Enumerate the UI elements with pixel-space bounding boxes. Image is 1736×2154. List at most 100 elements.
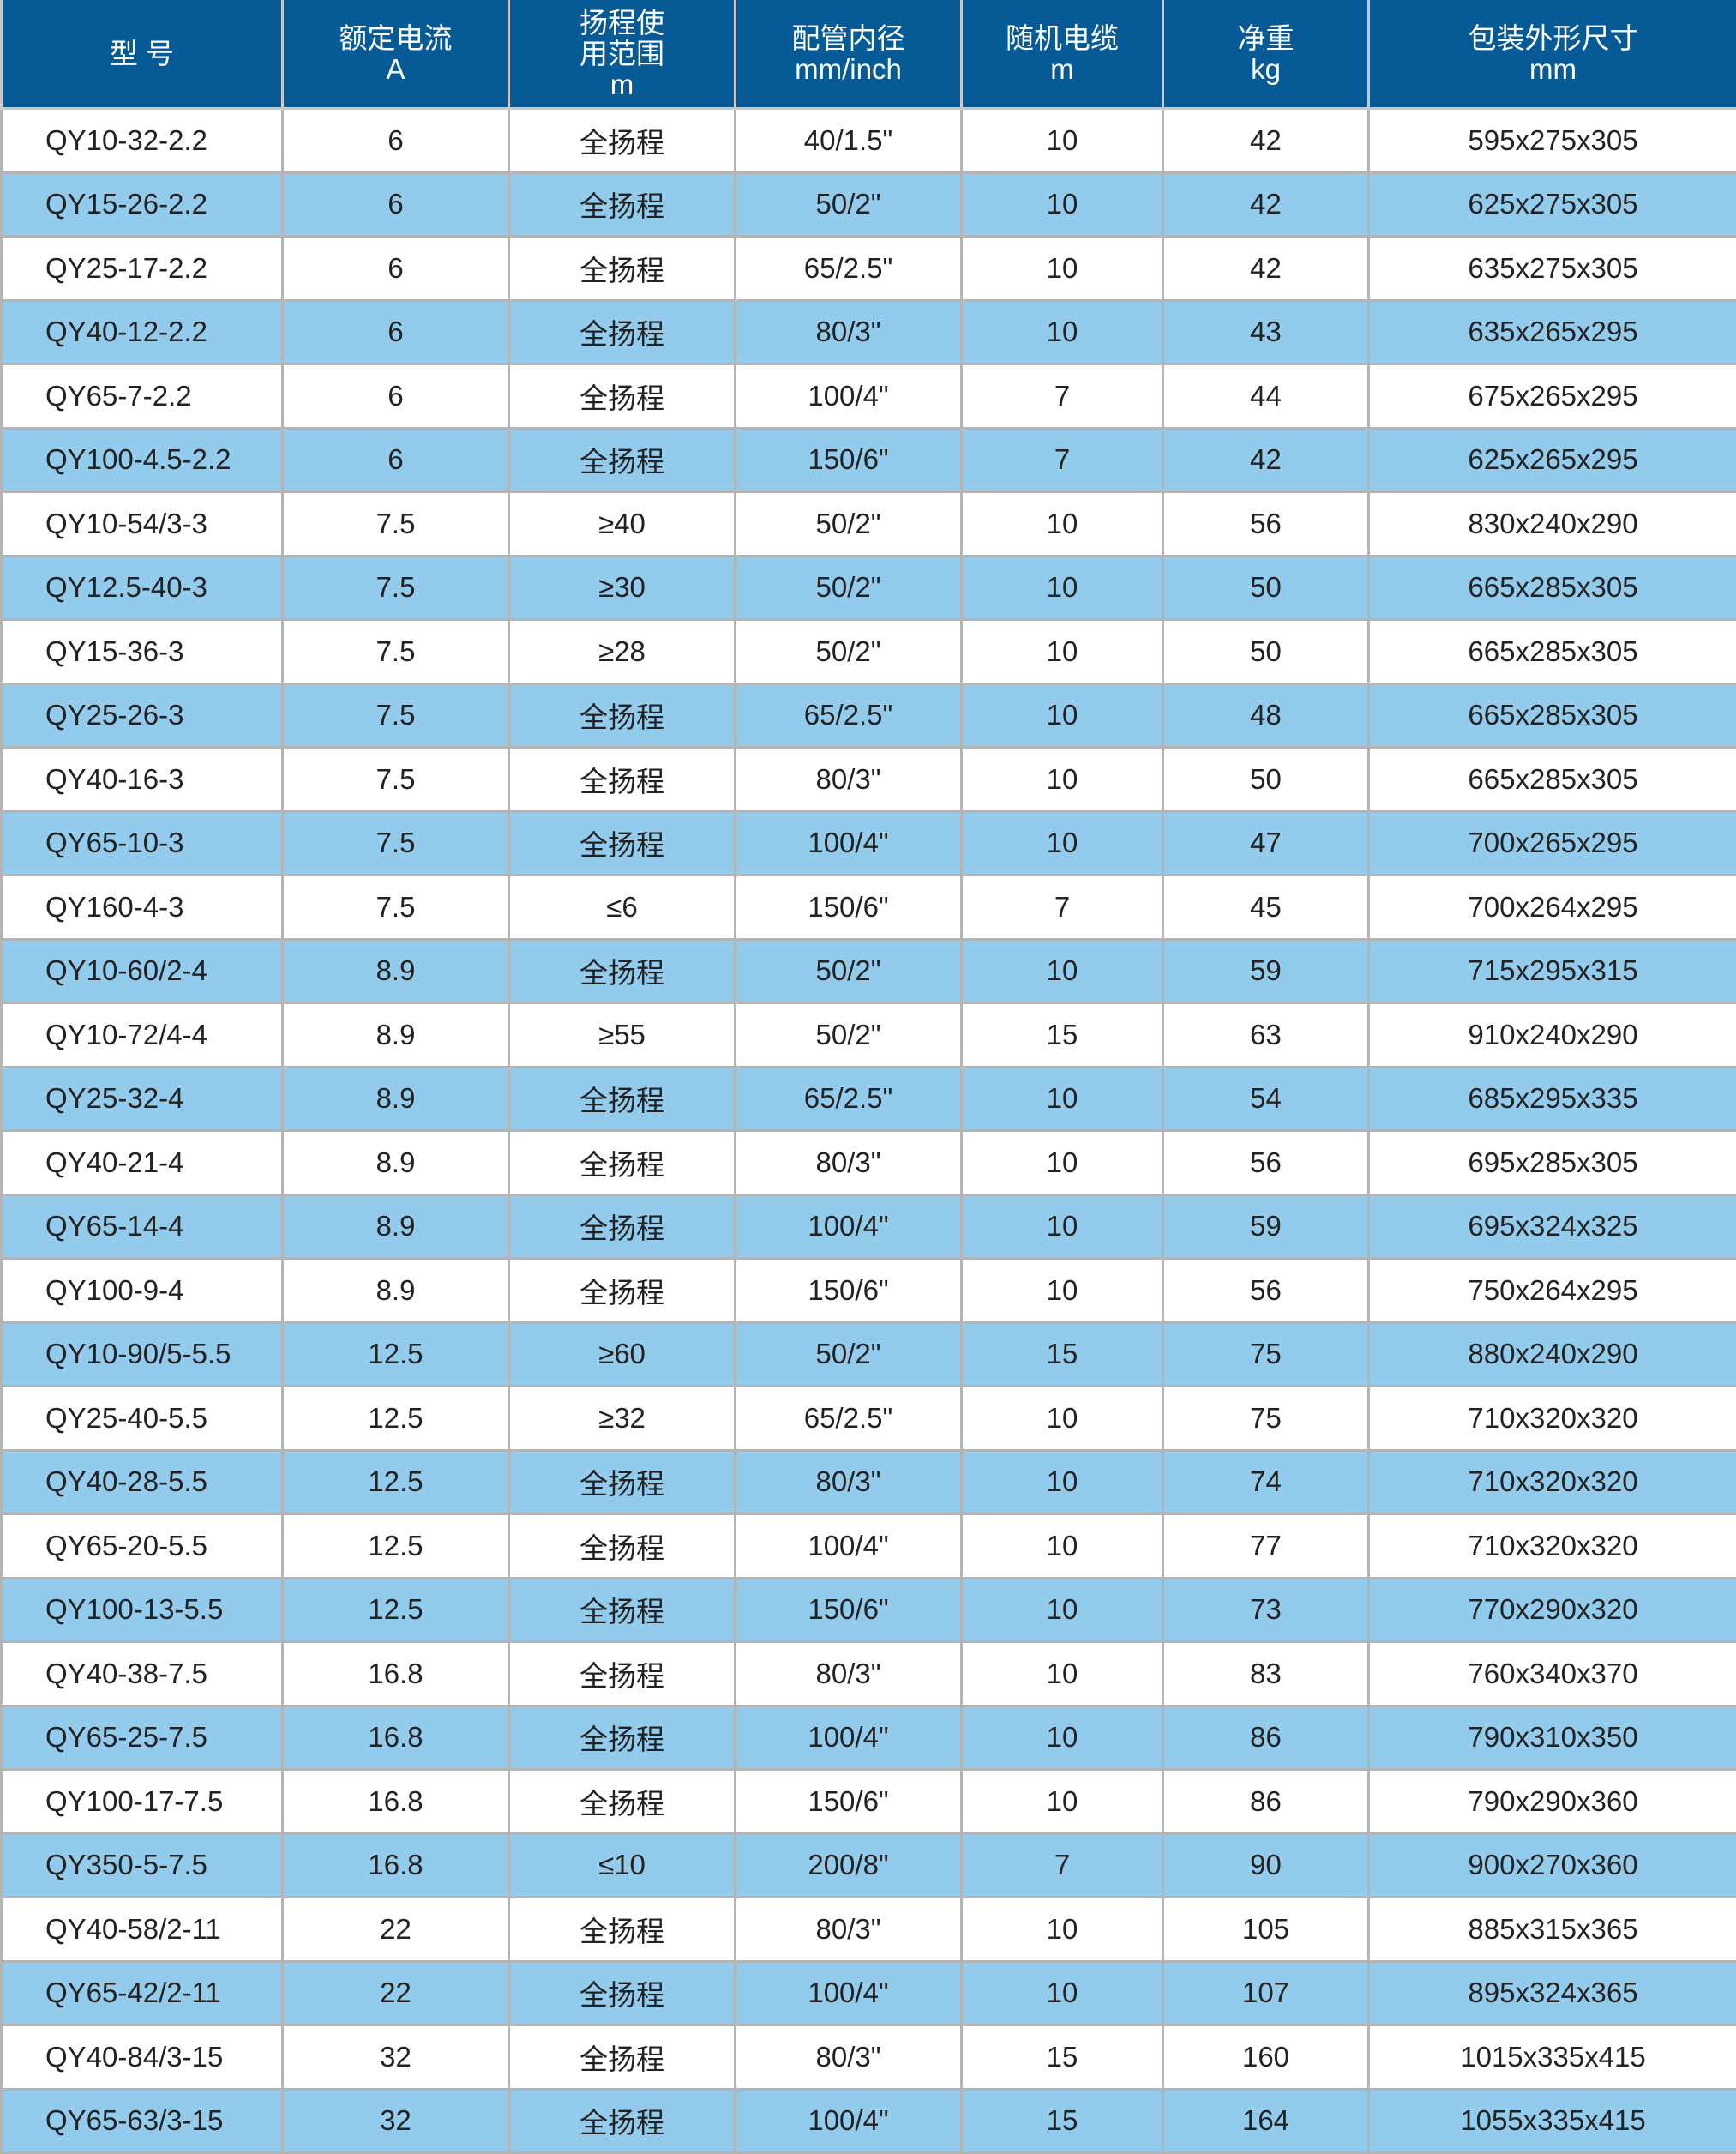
cell-package-size: 665x285x305 xyxy=(1369,683,1736,748)
header-text: kg xyxy=(1164,54,1367,85)
cell-cable-length: 7 xyxy=(962,364,1163,429)
cell-rated-current: 16.8 xyxy=(283,1770,509,1834)
cell-package-size: 700x264x295 xyxy=(1369,875,1736,940)
cell-cable-length: 10 xyxy=(962,300,1163,364)
cell-pipe-diameter: 65/2.5" xyxy=(736,683,962,748)
cell-rated-current: 7.5 xyxy=(283,875,509,940)
cell-pipe-diameter: 150/6" xyxy=(736,1770,962,1834)
cell-cable-length: 7 xyxy=(962,428,1163,492)
cell-cable-length: 10 xyxy=(962,109,1163,173)
cell-pipe-diameter: 100/4" xyxy=(736,1194,962,1259)
cell-head-range: ≤6 xyxy=(509,875,736,940)
cell-net-weight: 54 xyxy=(1163,1067,1369,1131)
cell-rated-current: 7.5 xyxy=(283,811,509,875)
cell-model: QY40-12-2.2 xyxy=(2,300,283,364)
header-text: 随机电缆 xyxy=(963,23,1162,54)
cell-package-size: 790x290x360 xyxy=(1369,1770,1736,1834)
cell-model: QY100-17-7.5 xyxy=(2,1770,283,1834)
cell-pipe-diameter: 80/3" xyxy=(736,2025,962,2090)
cell-model: QY40-58/2-11 xyxy=(2,1898,283,1962)
header-text: 净重 xyxy=(1164,23,1367,54)
cell-net-weight: 105 xyxy=(1163,1898,1369,1962)
cell-rated-current: 6 xyxy=(283,364,509,429)
cell-model: QY25-26-3 xyxy=(2,683,283,748)
header-text: 用范围 xyxy=(510,39,734,69)
cell-pipe-diameter: 80/3" xyxy=(736,1898,962,1962)
cell-pipe-diameter: 65/2.5" xyxy=(736,1387,962,1451)
header-text: mm xyxy=(1370,54,1736,85)
cell-net-weight: 56 xyxy=(1163,1131,1369,1195)
cell-rated-current: 12.5 xyxy=(283,1387,509,1451)
cell-net-weight: 77 xyxy=(1163,1514,1369,1579)
cell-head-range: ≥55 xyxy=(509,1003,736,1068)
cell-cable-length: 10 xyxy=(962,556,1163,620)
cell-package-size: 750x264x295 xyxy=(1369,1259,1736,1323)
cell-rated-current: 6 xyxy=(283,237,509,301)
cell-head-range: 全扬程 xyxy=(509,1961,736,2025)
cell-model: QY100-4.5-2.2 xyxy=(2,428,283,492)
cell-net-weight: 47 xyxy=(1163,811,1369,875)
cell-model: QY65-14-4 xyxy=(2,1194,283,1259)
cell-model: QY40-38-7.5 xyxy=(2,1642,283,1706)
cell-cable-length: 10 xyxy=(962,1770,1163,1834)
header-text: 型 号 xyxy=(3,39,281,69)
cell-rated-current: 8.9 xyxy=(283,1067,509,1131)
cell-package-size: 665x285x305 xyxy=(1369,748,1736,812)
cell-cable-length: 10 xyxy=(962,939,1163,1003)
cell-head-range: 全扬程 xyxy=(509,939,736,1003)
cell-model: QY10-72/4-4 xyxy=(2,1003,283,1068)
cell-head-range: 全扬程 xyxy=(509,1642,736,1706)
cell-pipe-diameter: 100/4" xyxy=(736,1961,962,2025)
cell-head-range: ≥60 xyxy=(509,1322,736,1387)
cell-net-weight: 42 xyxy=(1163,428,1369,492)
cell-net-weight: 42 xyxy=(1163,237,1369,301)
cell-net-weight: 74 xyxy=(1163,1450,1369,1514)
cell-model: QY12.5-40-3 xyxy=(2,556,283,620)
cell-pipe-diameter: 100/4" xyxy=(736,1706,962,1770)
cell-package-size: 710x320x320 xyxy=(1369,1450,1736,1514)
cell-head-range: 全扬程 xyxy=(509,1578,736,1642)
cell-head-range: 全扬程 xyxy=(509,1259,736,1323)
cell-package-size: 595x275x305 xyxy=(1369,109,1736,173)
cell-rated-current: 8.9 xyxy=(283,1194,509,1259)
cell-rated-current: 7.5 xyxy=(283,748,509,812)
cell-cable-length: 7 xyxy=(962,875,1163,940)
cell-net-weight: 86 xyxy=(1163,1770,1369,1834)
cell-cable-length: 15 xyxy=(962,2089,1163,2153)
cell-net-weight: 56 xyxy=(1163,1259,1369,1323)
cell-head-range: 全扬程 xyxy=(509,748,736,812)
cell-rated-current: 7.5 xyxy=(283,492,509,557)
cell-head-range: ≥30 xyxy=(509,556,736,620)
cell-pipe-diameter: 50/2" xyxy=(736,492,962,557)
cell-head-range: 全扬程 xyxy=(509,683,736,748)
cell-cable-length: 10 xyxy=(962,811,1163,875)
cell-cable-length: 15 xyxy=(962,1322,1163,1387)
cell-pipe-diameter: 150/6" xyxy=(736,1578,962,1642)
cell-package-size: 770x290x320 xyxy=(1369,1578,1736,1642)
cell-package-size: 635x275x305 xyxy=(1369,237,1736,301)
cell-net-weight: 56 xyxy=(1163,492,1369,557)
cell-rated-current: 6 xyxy=(283,300,509,364)
cell-rated-current: 6 xyxy=(283,172,509,237)
cell-cable-length: 10 xyxy=(962,1194,1163,1259)
cell-net-weight: 45 xyxy=(1163,875,1369,940)
cell-rated-current: 7.5 xyxy=(283,620,509,684)
cell-rated-current: 7.5 xyxy=(283,683,509,748)
cell-head-range: 全扬程 xyxy=(509,428,736,492)
